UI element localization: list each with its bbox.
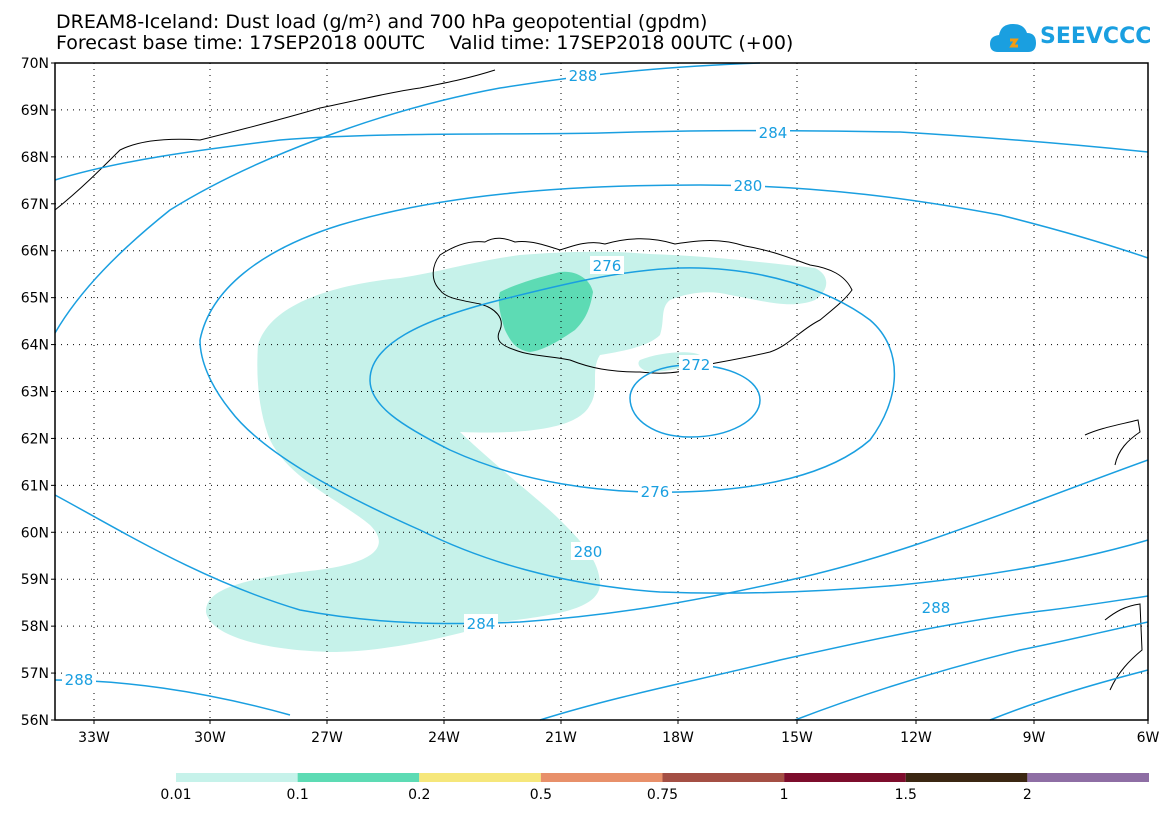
colorbar-segment [540, 773, 663, 782]
lon-label-27W: 27W [311, 730, 343, 746]
contour-280-ring [199, 184, 1149, 594]
contour-label-276: 276 [593, 257, 622, 275]
iceland-coastline [54, 69, 1143, 691]
latitude-labels: 70N 69N 68N 67N 66N 65N 64N 63N 62N 61N 60N 59N 58N 5… [21, 56, 55, 729]
lat-label-67N: 67N [21, 197, 49, 213]
lat-label-57N: 57N [21, 666, 49, 682]
colorbar-segment [905, 773, 1028, 782]
contour-label-288: 288 [922, 599, 951, 617]
contour-272-ring [629, 364, 761, 438]
contour-label-272: 272 [682, 356, 711, 374]
contour-label-284: 284 [759, 124, 788, 142]
contour-label-284: 284 [467, 615, 496, 633]
contour-label-288: 288 [569, 67, 598, 85]
contour-292-southeast [989, 669, 1149, 721]
dust-load-shading [205, 251, 827, 652]
map-gridlines [55, 63, 1148, 720]
lat-label-61N: 61N [21, 478, 49, 494]
lat-label-56N: 56N [21, 713, 49, 729]
lat-label-66N: 66N [21, 244, 49, 260]
colorbar-segment [784, 773, 906, 782]
lon-label-12W: 12W [900, 730, 932, 746]
lon-label-6W: 6W [1137, 730, 1160, 746]
contour-label-276: 276 [641, 483, 670, 501]
map-title: DREAM8-Iceland: Dust load (g/m²) and 700… [56, 11, 708, 33]
colorbar-label: 0.2 [408, 787, 430, 803]
lon-label-21W: 21W [545, 730, 577, 746]
lon-label-18W: 18W [662, 730, 694, 746]
dust-area-medium [498, 271, 593, 352]
contour-label-288: 288 [65, 671, 94, 689]
lon-label-33W: 33W [78, 730, 110, 746]
colorbar-label: 1 [780, 787, 789, 803]
lat-label-65N: 65N [21, 291, 49, 307]
contour-284-south [54, 459, 1149, 625]
seevccc-logo: SEEVCCC [988, 18, 1151, 58]
logo-text: SEEVCCC [1040, 24, 1152, 49]
cloud-icon [990, 24, 1036, 52]
colorbar-segment [662, 773, 785, 782]
colorbar-segment [297, 773, 420, 782]
lat-label-58N: 58N [21, 619, 49, 635]
colorbar-label: 0.5 [530, 787, 552, 803]
contour-label-280: 280 [734, 177, 763, 195]
longitude-labels: 33W 30W 27W 24W 21W 18W 15W 12W 9W 6W [78, 720, 1160, 746]
lat-label-68N: 68N [21, 150, 49, 166]
colorbar: 0.01 0.1 0.2 0.5 0.75 1 1.5 2 [160, 773, 1149, 803]
contour-288-north [54, 62, 761, 334]
lat-label-62N: 62N [21, 431, 49, 447]
lat-label-63N: 63N [21, 385, 49, 401]
colorbar-segment [1027, 773, 1149, 782]
contour-284-north [54, 129, 1149, 181]
lat-label-59N: 59N [21, 572, 49, 588]
colorbar-segment [419, 773, 541, 782]
lon-label-24W: 24W [428, 730, 460, 746]
colorbar-segment [176, 773, 298, 782]
contour-labels: 288 284 280 276 272 276 280 284 288 288 [62, 66, 953, 689]
geopotential-contours [54, 62, 1149, 721]
lat-label-69N: 69N [21, 103, 49, 119]
colorbar-label: 1.5 [895, 787, 917, 803]
lat-label-64N: 64N [21, 338, 49, 354]
lon-label-30W: 30W [194, 730, 226, 746]
contour-276-ring [369, 267, 896, 493]
forecast-time-line: Forecast base time: 17SEP2018 00UTC Vali… [56, 32, 794, 54]
lat-label-70N: 70N [21, 56, 49, 72]
colorbar-label: 0.75 [647, 787, 678, 803]
dust-area-light [205, 251, 827, 652]
lon-label-15W: 15W [781, 730, 813, 746]
contour-label-280: 280 [574, 543, 603, 561]
colorbar-label: 0.01 [160, 787, 191, 803]
lat-label-60N: 60N [21, 525, 49, 541]
colorbar-label: 0.1 [286, 787, 308, 803]
lon-label-9W: 9W [1023, 730, 1046, 746]
contour-288-southeast [794, 621, 1149, 721]
colorbar-label: 2 [1023, 787, 1032, 803]
